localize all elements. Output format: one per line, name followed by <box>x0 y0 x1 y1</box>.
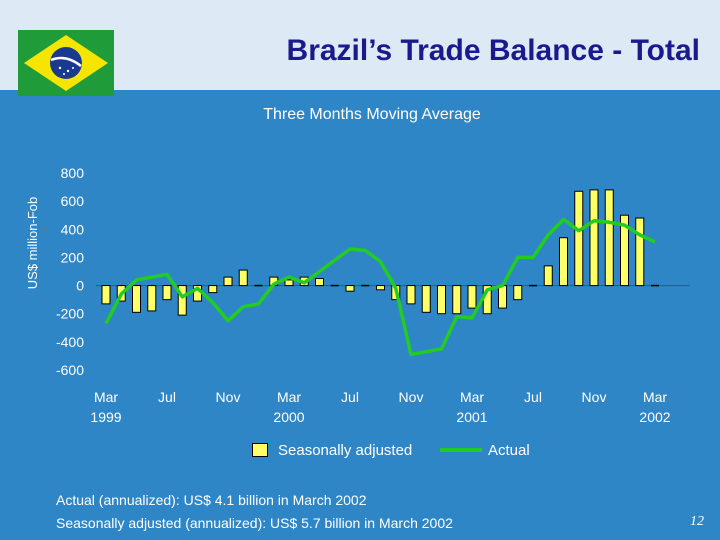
bar <box>604 189 614 287</box>
x-tick-label-year: 1999 <box>90 409 121 425</box>
y-tick-label: 0 <box>76 278 84 294</box>
line-legend-swatch <box>440 448 482 452</box>
y-tick-label: -400 <box>56 334 84 350</box>
bar <box>421 285 431 313</box>
bar <box>132 285 141 313</box>
y-axis-title: US$ million-Fob <box>25 197 40 289</box>
bar <box>498 285 507 309</box>
y-tick-label: -200 <box>56 306 84 322</box>
y-tick-label: 600 <box>61 193 85 209</box>
x-tick-label: Mar <box>277 389 301 405</box>
x-tick-label-year: 2002 <box>639 409 670 425</box>
bar <box>101 285 111 305</box>
x-tick-label: Jul <box>341 389 359 405</box>
bar <box>238 269 248 287</box>
bar <box>284 279 294 287</box>
bar <box>635 217 645 287</box>
bar <box>589 189 599 287</box>
bar <box>208 285 218 294</box>
actual-annualized-note: Actual (annualized): US$ 4.1 billion in … <box>56 492 367 508</box>
x-tick-label: Nov <box>582 389 607 405</box>
bar <box>177 285 187 316</box>
actual-line <box>104 217 656 357</box>
brazil-flag-icon <box>18 30 114 96</box>
page-number: 12 <box>690 514 704 529</box>
title-band: Brazil’s Trade Balance - Total <box>0 0 720 96</box>
bar <box>147 285 157 312</box>
x-tick-label-year: 2001 <box>456 409 487 425</box>
x-tick-label: Nov <box>399 389 424 405</box>
bar <box>452 285 462 315</box>
x-tick-label: Jul <box>158 389 176 405</box>
bar <box>315 278 324 287</box>
bar <box>559 237 568 287</box>
y-tick-label: 400 <box>61 221 85 237</box>
x-tick-label: Jul <box>524 389 542 405</box>
bar <box>345 285 355 292</box>
bar <box>513 285 523 301</box>
y-tick-label: 800 <box>61 165 85 181</box>
line-legend-label: Actual <box>488 442 530 459</box>
y-tick-label: 200 <box>61 249 85 265</box>
bar <box>376 285 385 291</box>
x-tick-label: Nov <box>216 389 241 405</box>
x-tick-label: Mar <box>94 389 118 405</box>
x-tick-label: Mar <box>643 389 667 405</box>
bar <box>620 214 629 287</box>
x-tick-label: Mar <box>460 389 484 405</box>
bar <box>406 285 416 305</box>
chart-subtitle: Three Months Moving Average <box>263 106 481 123</box>
y-tick-label: -600 <box>56 362 84 378</box>
bar <box>223 276 233 287</box>
x-tick-label-year: 2000 <box>273 409 304 425</box>
slide-title: Brazil’s Trade Balance - Total <box>286 34 700 67</box>
bar <box>467 285 477 309</box>
bar <box>574 190 584 287</box>
bar <box>162 285 172 301</box>
bar <box>437 285 446 315</box>
seasonal-annualized-note: Seasonally adjusted (annualized): US$ 5.… <box>56 515 453 531</box>
bars-legend-swatch <box>252 443 268 457</box>
bars-legend-label: Seasonally adjusted <box>278 442 413 459</box>
bar <box>543 265 553 287</box>
trade-balance-chart: US$ million-Fob8006004002000-200-400-600… <box>25 165 690 425</box>
